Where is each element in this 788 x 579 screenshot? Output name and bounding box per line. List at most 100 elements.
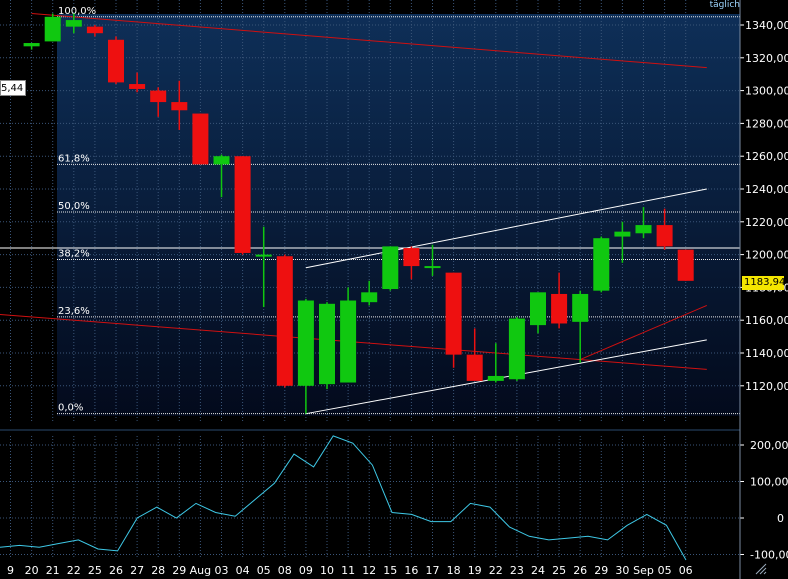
x-tick-label: 28 — [151, 564, 165, 577]
x-tick-label: 9 — [7, 564, 14, 577]
x-tick-label: 29 — [172, 564, 186, 577]
trendline — [31, 13, 707, 69]
x-tick-label: 26 — [573, 564, 587, 577]
candle-body — [530, 292, 546, 326]
candle — [403, 246, 420, 280]
y-tick-label: 1280,00 — [745, 117, 788, 130]
candle — [23, 43, 40, 50]
candle — [635, 207, 652, 239]
candle — [129, 72, 146, 93]
osc-tick-label: 100,00 — [750, 476, 788, 489]
oscillator-panel-background — [0, 436, 740, 558]
candle-body — [234, 156, 251, 253]
candle — [255, 226, 272, 308]
candle — [213, 154, 230, 198]
candle-body — [319, 303, 335, 385]
candle-body — [635, 225, 652, 234]
candle — [234, 156, 251, 255]
x-tick-label: 12 — [362, 564, 376, 577]
candle-body — [255, 254, 272, 257]
candle — [319, 302, 335, 390]
candle-body — [487, 375, 504, 381]
candle-body — [86, 26, 103, 34]
oscillator-grid — [0, 436, 740, 558]
panel-separator — [0, 422, 788, 436]
last-price-tag: 1183,94 — [742, 276, 786, 290]
x-tick-label: 27 — [130, 564, 144, 577]
fib-level-label: 38,2% — [58, 249, 90, 260]
fib-level-label: 0,0% — [58, 403, 83, 414]
y-tick-label: 1300,00 — [745, 85, 788, 98]
y-tick-label: 1220,00 — [745, 216, 788, 229]
candle-body — [361, 292, 378, 303]
trendline — [305, 188, 707, 269]
x-tick-label: 06 — [679, 564, 693, 577]
candle — [530, 292, 546, 334]
candle-body — [23, 43, 40, 47]
fibonacci-zone — [57, 14, 740, 416]
x-tick-label: 09 — [299, 564, 313, 577]
y-tick-label: 1200,00 — [745, 249, 788, 262]
x-tick-label: 10 — [320, 564, 334, 577]
x-tick-label: 08 — [278, 564, 292, 577]
oscillator-axis: 200,00 100,00 0 -100,00 — [740, 439, 788, 562]
y-tick-label: 1340,00 — [745, 19, 788, 32]
candle — [150, 87, 167, 117]
oscillator-line — [0, 435, 687, 561]
candle-body — [508, 318, 525, 380]
trendline — [580, 304, 707, 361]
y-tick-label: 1260,00 — [745, 150, 788, 163]
candle — [297, 298, 314, 414]
candle — [340, 287, 357, 383]
candle-body — [171, 102, 188, 111]
osc-tick-label: 200,00 — [750, 439, 788, 452]
x-tick-label: 21 — [46, 564, 60, 577]
candle — [86, 25, 103, 37]
candle-body — [424, 266, 441, 269]
candle — [382, 246, 399, 291]
fibonacci-levels: 100,0% 61,8% 50,0% 38,2% 23,6% 0,0% — [57, 6, 740, 415]
candle-body — [340, 300, 357, 383]
candle-body — [192, 113, 209, 165]
x-tick-label: 15 — [383, 564, 397, 577]
resize-grip-icon[interactable] — [754, 562, 770, 576]
trendline — [0, 313, 707, 370]
price-axis: 1120,001140,001160,001180,001200,001220,… — [740, 19, 788, 393]
y-tick-label: 1140,00 — [745, 347, 788, 360]
horizontal-grid — [0, 24, 740, 387]
x-tick-label: 24 — [531, 564, 545, 577]
y-tick-label: 1120,00 — [745, 380, 788, 393]
cursor-value-box: 5,44 — [0, 80, 26, 96]
candle — [677, 249, 694, 281]
x-tick-label: 18 — [447, 564, 461, 577]
candle-body — [382, 246, 399, 290]
x-tick-label: 26 — [109, 564, 123, 577]
candle-body — [466, 354, 483, 381]
candle — [424, 244, 441, 276]
x-tick-label: 25 — [88, 564, 102, 577]
candle-body — [677, 249, 694, 281]
y-tick-label: 1320,00 — [745, 52, 788, 65]
candle — [614, 221, 631, 263]
candle — [487, 343, 504, 383]
candle — [572, 290, 589, 363]
candle-body — [551, 293, 568, 324]
x-tick-label: 25 — [552, 564, 566, 577]
x-tick-label: 03 — [215, 564, 229, 577]
candlesticks — [23, 13, 694, 414]
candle-body — [129, 84, 146, 89]
candle-body — [108, 39, 124, 83]
period-label: täglich — [709, 0, 740, 10]
candle-body — [614, 231, 631, 237]
candle — [65, 13, 82, 34]
candle-body — [65, 20, 82, 27]
candle-body — [44, 16, 61, 42]
x-tick-label: 22 — [489, 564, 503, 577]
candle-body — [213, 156, 230, 165]
candle-body — [572, 293, 589, 322]
candle — [593, 236, 610, 293]
candle — [551, 272, 568, 329]
x-tick-label: 30 — [615, 564, 629, 577]
y-tick-label: 1240,00 — [745, 183, 788, 196]
